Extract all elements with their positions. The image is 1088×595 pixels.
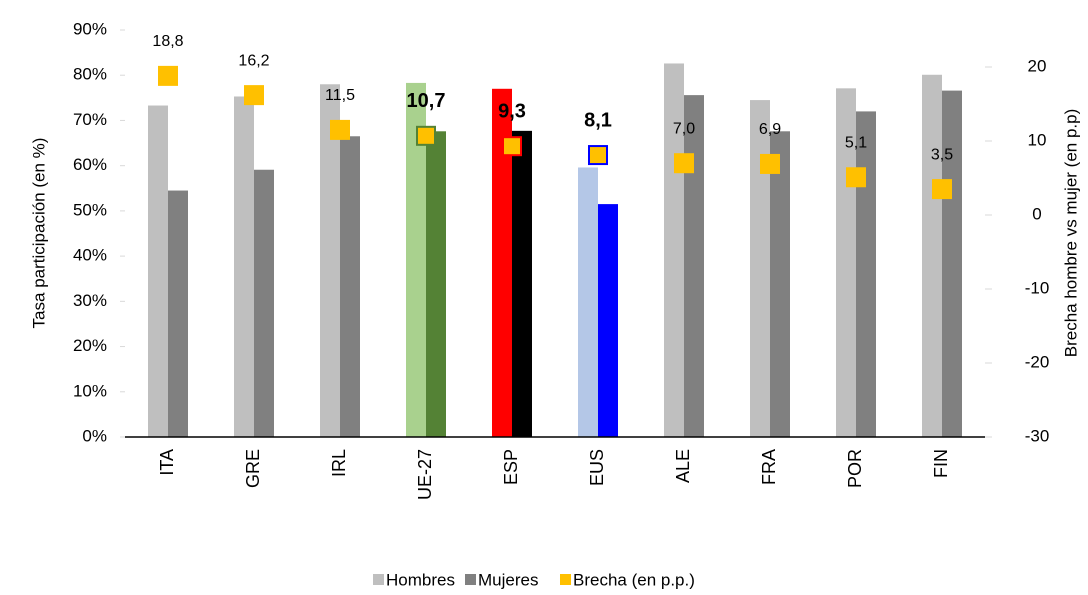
bar [168, 190, 188, 437]
data-label: 7,0 [673, 120, 695, 137]
bar [340, 136, 360, 437]
legend-swatch [560, 574, 571, 585]
bar [942, 90, 962, 437]
bar [684, 95, 704, 438]
y2-tick-label: -10 [1025, 278, 1050, 297]
data-label: 3,5 [931, 146, 953, 163]
y-tick-label: 0% [82, 426, 107, 445]
y-tick-label: 10% [73, 381, 107, 400]
data-label: 6,9 [759, 121, 781, 138]
data-label: 5,1 [845, 134, 867, 151]
bar [578, 167, 598, 437]
x-tick-label: IRL [329, 449, 349, 477]
gap-marker [932, 179, 952, 200]
x-tick-label: POR [845, 449, 865, 488]
gap-marker [846, 167, 866, 188]
data-label: 11,5 [325, 87, 355, 104]
bar [320, 84, 340, 438]
gap-marker [244, 85, 264, 106]
gap-marker [674, 153, 694, 174]
legend-swatch [373, 574, 384, 585]
gap-marker [588, 145, 608, 166]
x-tick-label: UE-27 [415, 449, 435, 500]
data-label: 16,2 [238, 52, 269, 69]
x-tick-label: ITA [157, 449, 177, 476]
legend-swatch [465, 574, 476, 585]
y2-tick-label: 20 [1028, 56, 1047, 75]
data-label: 8,1 [584, 109, 612, 131]
x-tick-label: ALE [673, 449, 693, 483]
y-tick-label: 80% [73, 65, 107, 84]
bar [750, 100, 770, 437]
y-tick-label: 30% [73, 291, 107, 310]
x-tick-label: FIN [931, 449, 951, 478]
data-label: 9,3 [498, 100, 526, 122]
legend-label: Hombres [386, 570, 455, 589]
x-tick-label: EUS [587, 449, 607, 486]
x-tick-label: FRA [759, 449, 779, 485]
bar [254, 169, 274, 437]
y2-tick-label: -30 [1025, 426, 1050, 445]
bar [426, 131, 446, 437]
y-tick-label: 70% [73, 110, 107, 129]
bar [492, 88, 512, 438]
y-tick-label: 20% [73, 336, 107, 355]
gap-marker [760, 153, 780, 174]
gap-marker [502, 136, 522, 157]
x-tick-label: GRE [243, 449, 263, 488]
legend-label: Mujeres [478, 570, 538, 589]
bar [512, 130, 532, 437]
bar [856, 111, 876, 438]
bar [406, 82, 426, 437]
y2-tick-label: 0 [1032, 204, 1041, 223]
bar [598, 204, 618, 437]
bar [234, 96, 254, 437]
gap-marker [330, 119, 350, 140]
y2-tick-label: -20 [1025, 352, 1050, 371]
y-tick-label: 50% [73, 200, 107, 219]
y-axis-label: Tasa participación (en %) [29, 138, 48, 329]
x-tick-label: ESP [501, 449, 521, 485]
bar [148, 105, 168, 437]
y-tick-label: 40% [73, 246, 107, 265]
bar [770, 131, 790, 437]
y-tick-label: 90% [73, 19, 107, 38]
y2-axis-label: Brecha hombre vs mujer (en p.p) [1061, 109, 1080, 358]
bar [922, 74, 942, 438]
data-label: 18,8 [152, 33, 183, 50]
y2-tick-label: 10 [1028, 130, 1047, 149]
legend-label: Brecha (en p.p.) [573, 570, 695, 589]
gap-marker [416, 125, 436, 146]
gap-marker [158, 65, 178, 86]
data-label: 10,7 [407, 90, 446, 112]
y-tick-label: 60% [73, 155, 107, 174]
